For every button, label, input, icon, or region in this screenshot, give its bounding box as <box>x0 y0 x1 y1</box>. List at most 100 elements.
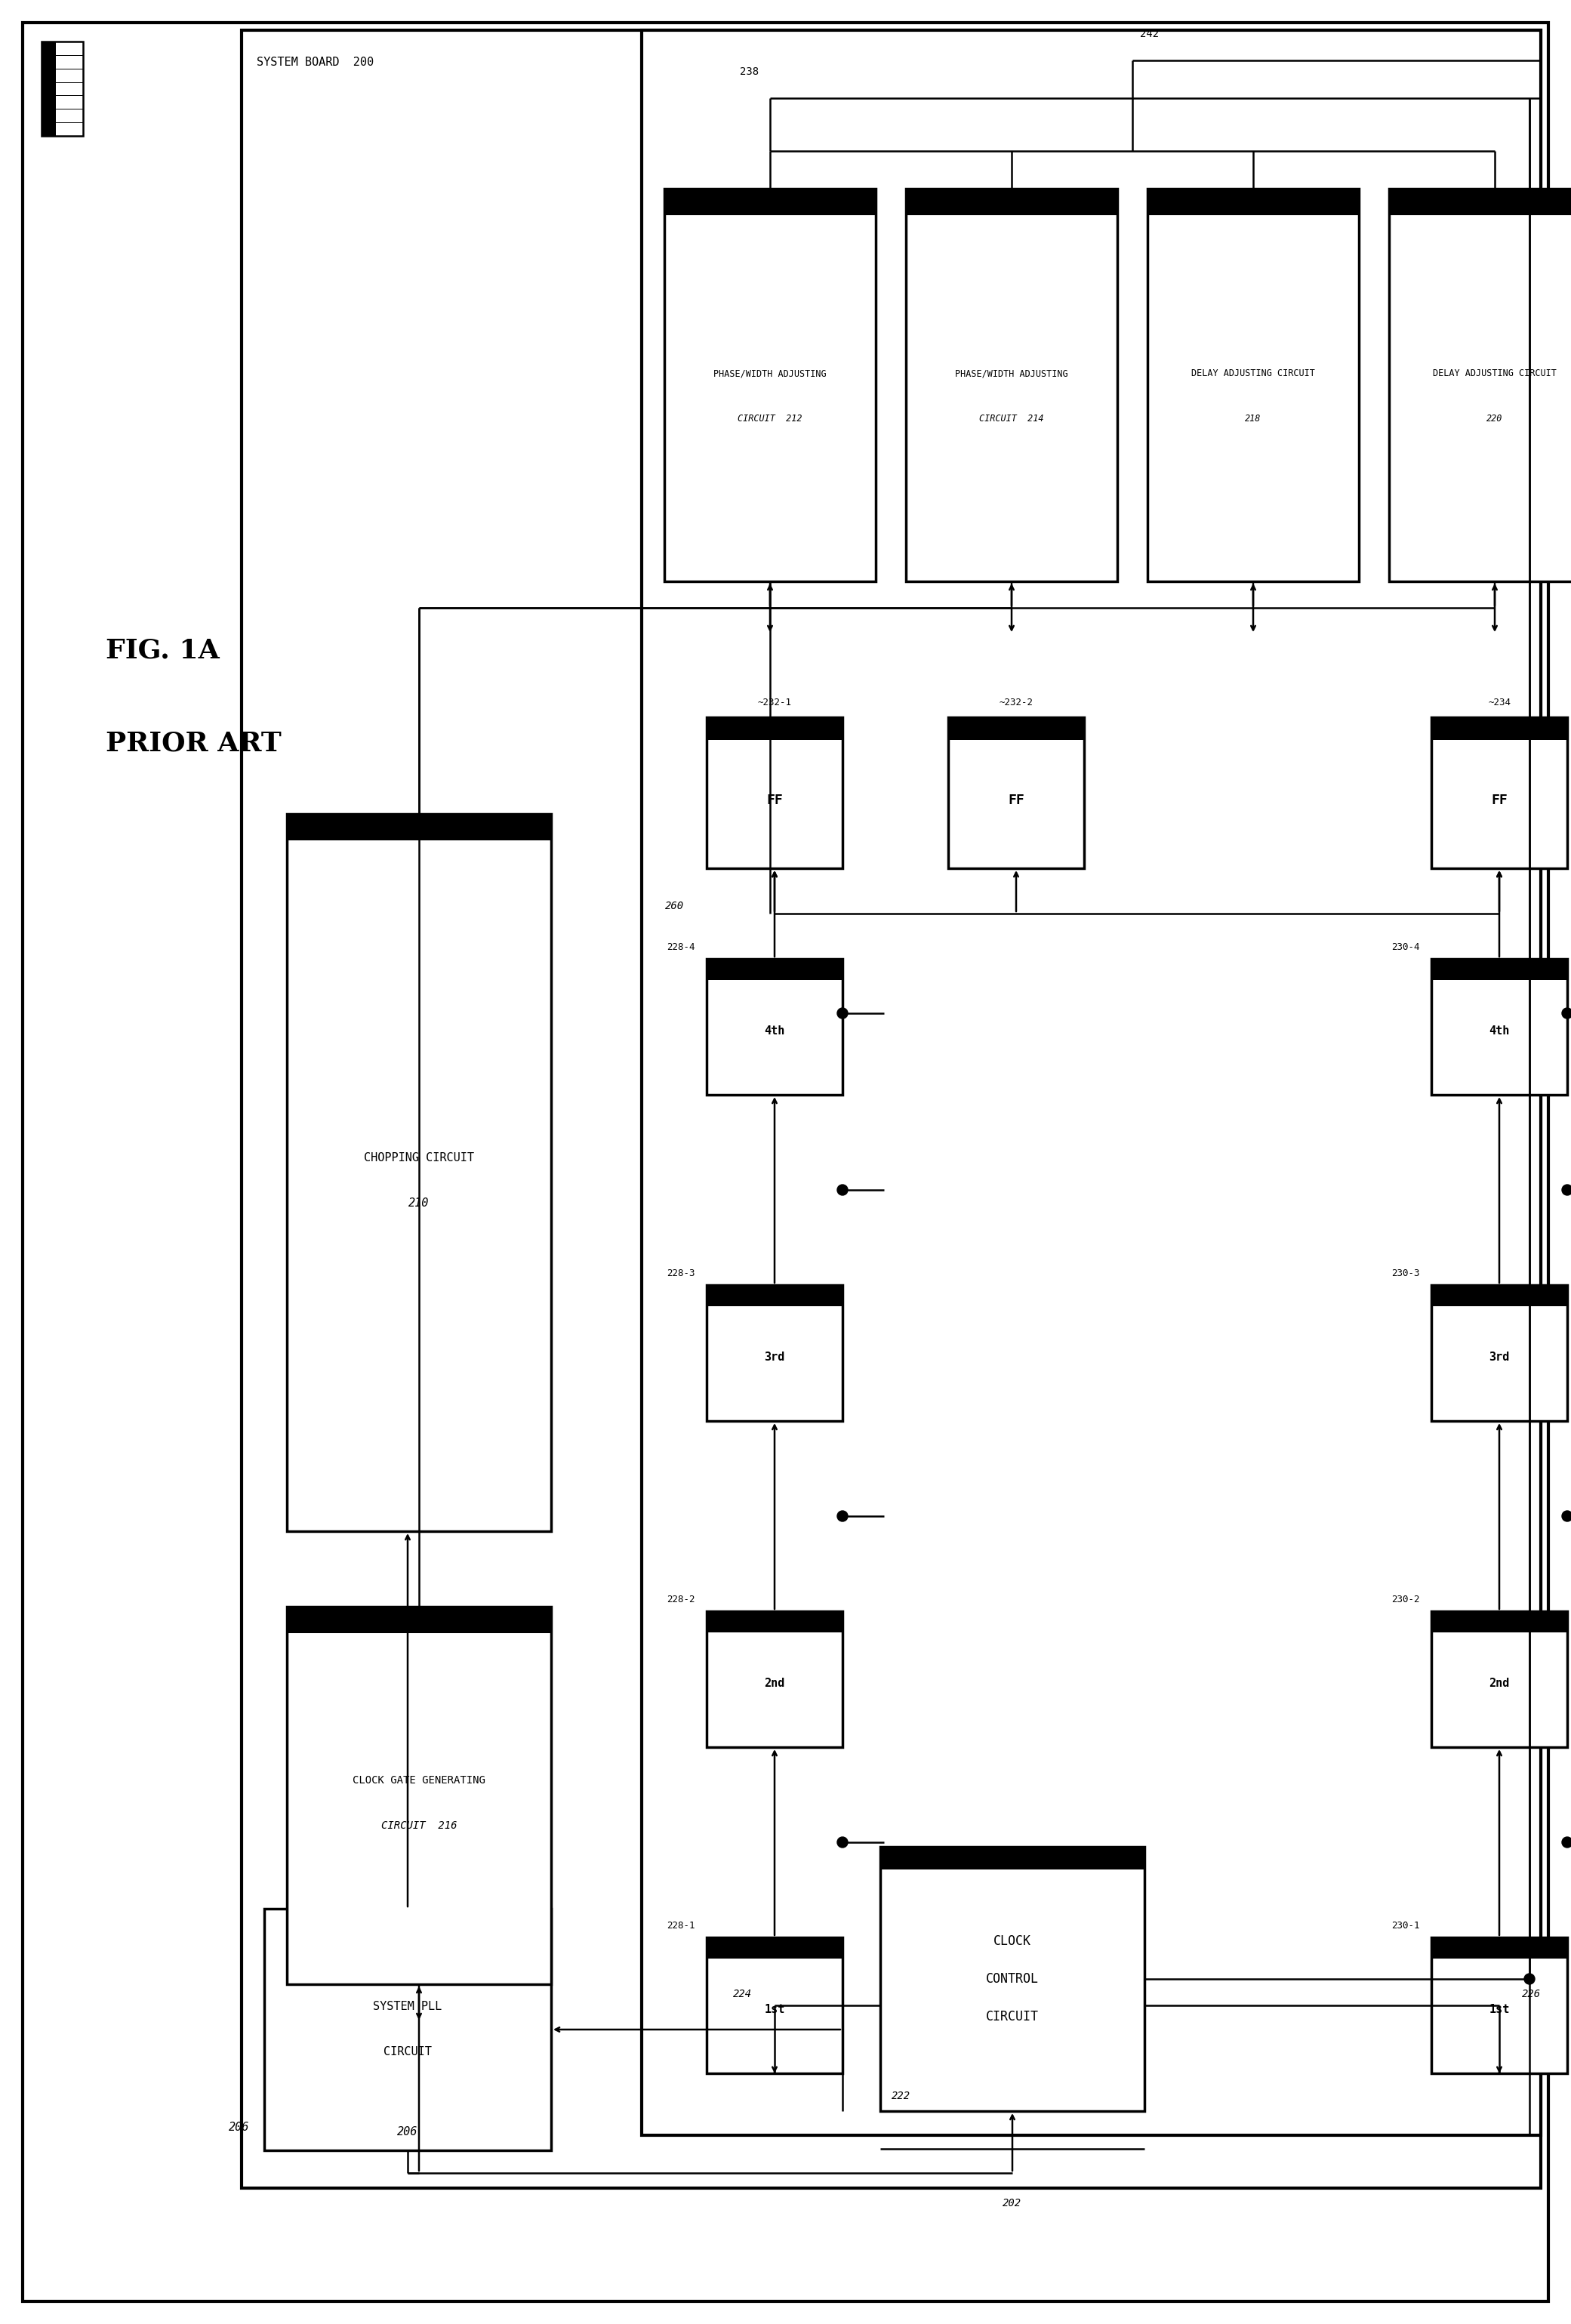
Bar <box>707 1611 842 1631</box>
Text: PHASE/WIDTH ADJUSTING: PHASE/WIDTH ADJUSTING <box>713 370 826 379</box>
Text: CIRCUIT: CIRCUIT <box>383 2047 432 2057</box>
Text: ~234: ~234 <box>1488 697 1511 706</box>
Bar <box>1431 1285 1568 1306</box>
Text: SYSTEM PLL: SYSTEM PLL <box>374 2001 441 2013</box>
Text: FF: FF <box>767 792 782 806</box>
Text: SYSTEM BOARD  200: SYSTEM BOARD 200 <box>256 56 374 67</box>
Bar <box>707 718 842 739</box>
Bar <box>641 30 1541 2136</box>
Text: 226: 226 <box>1522 1989 1541 1999</box>
Text: 228-1: 228-1 <box>668 1922 696 1931</box>
Text: PRIOR ART: PRIOR ART <box>105 730 281 758</box>
Bar <box>707 960 842 981</box>
Bar <box>949 718 1084 869</box>
Text: 230-3: 230-3 <box>1392 1269 1420 1278</box>
Bar <box>1431 1938 1568 1959</box>
Text: ~232-2: ~232-2 <box>999 697 1034 706</box>
Circle shape <box>1562 1836 1571 1848</box>
Text: 210: 210 <box>408 1197 429 1208</box>
Text: CONTROL: CONTROL <box>987 1973 1038 1985</box>
Text: 2nd: 2nd <box>764 1678 786 1690</box>
Text: 202: 202 <box>1002 2199 1021 2208</box>
Bar <box>665 188 875 581</box>
Bar <box>906 188 1117 581</box>
Bar <box>1147 188 1359 216</box>
Bar <box>1431 718 1568 739</box>
Bar <box>287 1606 551 1985</box>
Bar <box>707 1285 842 1306</box>
Circle shape <box>1524 1973 1535 1985</box>
Text: 2nd: 2nd <box>1489 1678 1510 1690</box>
Circle shape <box>837 1185 848 1195</box>
Bar <box>949 718 1084 739</box>
Bar <box>287 813 551 841</box>
Text: 228-3: 228-3 <box>668 1269 696 1278</box>
Bar <box>707 1611 842 1748</box>
Text: 4th: 4th <box>764 1025 786 1037</box>
Bar <box>41 42 57 135</box>
Text: DELAY ADJUSTING CIRCUIT: DELAY ADJUSTING CIRCUIT <box>1191 370 1315 379</box>
Text: 238: 238 <box>740 67 759 77</box>
Text: 1st: 1st <box>1489 2003 1510 2015</box>
Bar <box>287 1606 551 1634</box>
Text: 228-4: 228-4 <box>668 944 696 953</box>
Text: CHOPPING CIRCUIT: CHOPPING CIRCUIT <box>364 1153 474 1162</box>
Bar <box>707 1938 842 2073</box>
Bar <box>1389 188 1571 216</box>
Bar <box>1431 1611 1568 1631</box>
Text: 3rd: 3rd <box>1489 1350 1510 1362</box>
Text: CLOCK: CLOCK <box>993 1934 1031 1948</box>
Bar <box>1431 960 1568 981</box>
Text: 218: 218 <box>1246 414 1262 423</box>
Circle shape <box>1562 1511 1571 1522</box>
Bar <box>880 1848 1144 1868</box>
Circle shape <box>1562 1185 1571 1195</box>
Circle shape <box>837 1511 848 1522</box>
Circle shape <box>837 1009 848 1018</box>
Text: 228-2: 228-2 <box>668 1594 696 1606</box>
Text: 4th: 4th <box>1489 1025 1510 1037</box>
Text: 1st: 1st <box>764 2003 786 2015</box>
Bar <box>1431 1285 1568 1420</box>
Text: 3rd: 3rd <box>764 1350 786 1362</box>
Bar <box>1147 188 1359 581</box>
Text: CIRCUIT  214: CIRCUIT 214 <box>979 414 1043 423</box>
Text: ~232-1: ~232-1 <box>757 697 792 706</box>
Text: 230-2: 230-2 <box>1392 1594 1420 1606</box>
Text: 242: 242 <box>1141 28 1159 40</box>
Bar <box>665 188 875 216</box>
Text: CIRCUIT: CIRCUIT <box>987 2010 1038 2024</box>
Text: 206: 206 <box>228 2122 250 2133</box>
Text: CIRCUIT  216: CIRCUIT 216 <box>382 1820 457 1831</box>
Bar <box>264 1908 551 2150</box>
Bar <box>880 1848 1144 2110</box>
Bar <box>707 1285 842 1420</box>
Bar <box>242 30 1541 2189</box>
Text: DELAY ADJUSTING CIRCUIT: DELAY ADJUSTING CIRCUIT <box>1433 370 1557 379</box>
Circle shape <box>837 1836 848 1848</box>
Text: FF: FF <box>1009 792 1024 806</box>
Bar <box>1431 1938 1568 2073</box>
Bar <box>707 718 842 869</box>
Text: 220: 220 <box>1486 414 1503 423</box>
Bar <box>707 960 842 1095</box>
Text: 230-1: 230-1 <box>1392 1922 1420 1931</box>
Text: 206: 206 <box>397 2126 418 2138</box>
Bar <box>1431 960 1568 1095</box>
Text: 230-4: 230-4 <box>1392 944 1420 953</box>
Bar <box>906 188 1117 216</box>
Bar <box>707 1938 842 1959</box>
Text: 224: 224 <box>734 1989 753 1999</box>
Text: CLOCK GATE GENERATING: CLOCK GATE GENERATING <box>352 1776 485 1785</box>
Bar <box>1389 188 1571 581</box>
Bar <box>41 42 83 135</box>
Text: CIRCUIT  212: CIRCUIT 212 <box>738 414 803 423</box>
Text: 260: 260 <box>665 902 683 911</box>
Circle shape <box>1562 1009 1571 1018</box>
Bar <box>1431 1611 1568 1748</box>
Text: FF: FF <box>1491 792 1508 806</box>
Text: FIG. 1A: FIG. 1A <box>105 637 220 665</box>
Text: 222: 222 <box>892 2092 911 2101</box>
Text: PHASE/WIDTH ADJUSTING: PHASE/WIDTH ADJUSTING <box>955 370 1068 379</box>
Bar <box>1431 718 1568 869</box>
